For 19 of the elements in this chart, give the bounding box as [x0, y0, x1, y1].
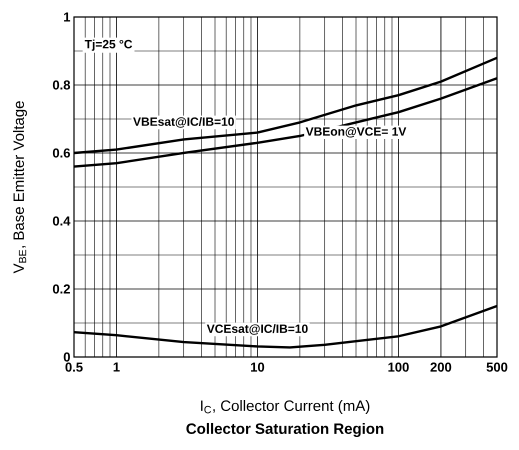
annotation: Tj=25 °C [84, 40, 132, 51]
y-tick-label: 0.2 [52, 284, 70, 294]
text: Collector Saturation Region [186, 422, 384, 438]
x-tick-label: 500 [486, 362, 508, 372]
x-tick-label: 100 [388, 362, 409, 372]
x-tick-label: 10 [251, 362, 264, 372]
y-tick-label: 0.6 [52, 148, 70, 158]
series-label: VCEsat@IC/IB=10 [206, 324, 308, 335]
series-label: VBEsat@IC/IB=10 [133, 117, 234, 128]
x-tick-label: 0.5 [65, 362, 83, 372]
series-label: VBEon@VCE= 1V [306, 127, 406, 138]
y-tick-label: 0 [64, 352, 70, 362]
x-tick-label: 200 [430, 362, 452, 372]
y-axis-title: V$_{BE}$, Base Emitter Voltage [13, 101, 27, 274]
x-tick-label: 1 [114, 362, 120, 372]
y-tick-label: 1 [64, 12, 70, 22]
y-tick-label: 0.8 [52, 80, 70, 90]
x-axis-title: I$_{C}$, Collector Current (mA) [201, 400, 370, 414]
y-tick-label: 0.4 [52, 216, 70, 226]
